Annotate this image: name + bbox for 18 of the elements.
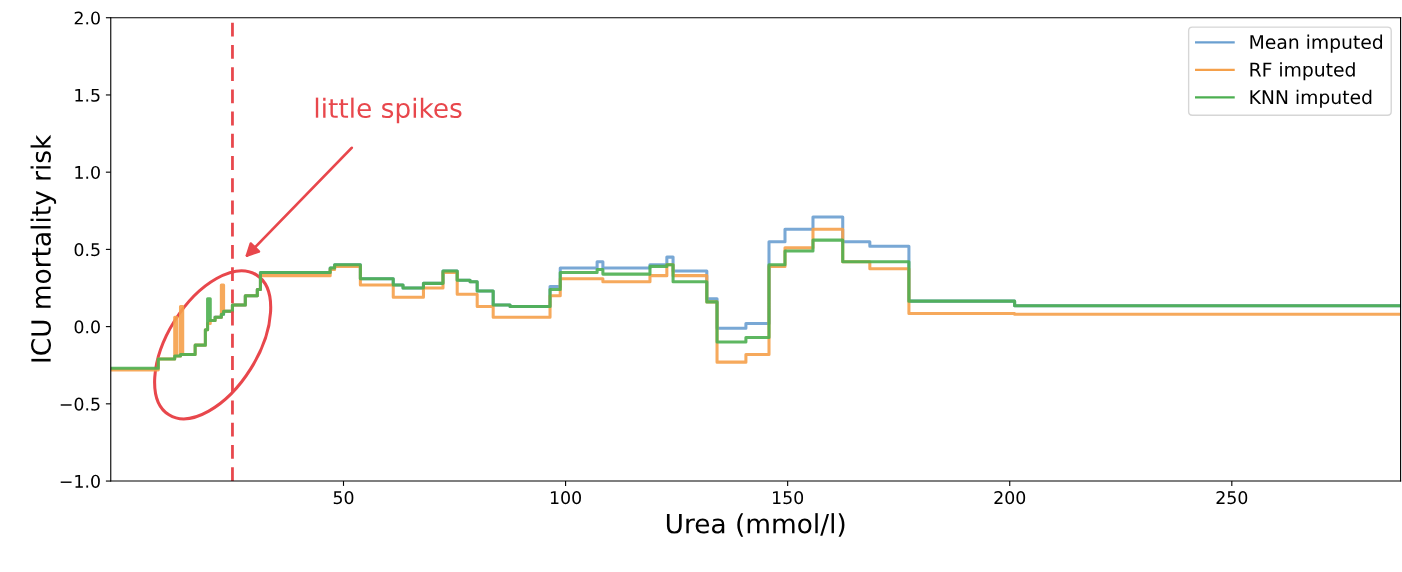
- x-tick-label: 150: [773, 491, 804, 505]
- annotation: little spikes: [315, 97, 462, 124]
- y-tick-label: −0.5: [60, 397, 100, 411]
- x-axis-title: Urea (mmol/l): [666, 513, 845, 537]
- y-tick-label: 1.0: [75, 165, 100, 180]
- y-tick-label: 0.0: [74, 320, 100, 334]
- y-tick-label: 2.0: [74, 11, 100, 25]
- x-tick-label: 100: [550, 491, 581, 505]
- x-tick-label: 50: [333, 491, 354, 505]
- x-tick-label: 200: [994, 491, 1026, 505]
- y-tick-label: −1.0: [60, 474, 100, 488]
- x-tick-label: 250: [1216, 491, 1248, 505]
- y-tick-label: 0.5: [74, 243, 100, 257]
- legend-label: RF imputed: [1250, 62, 1355, 81]
- legend-label: Mean imputed: [1250, 34, 1383, 53]
- legend-label: KNN imputed: [1250, 89, 1372, 108]
- y-tick-label: 1.5: [75, 88, 100, 102]
- y-axis-title: ICU mortality risk: [30, 134, 57, 362]
